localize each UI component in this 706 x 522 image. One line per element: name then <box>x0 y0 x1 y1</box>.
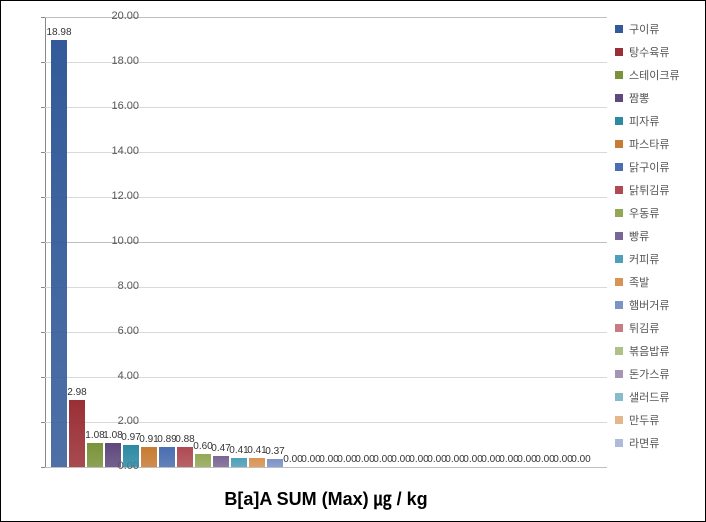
legend-item: 햄버거류 <box>615 293 695 316</box>
legend-item: 짬뽕 <box>615 86 695 109</box>
legend-marker <box>615 393 623 401</box>
bar-value-label: 18.98 <box>45 27 73 38</box>
legend-item: 피자류 <box>615 109 695 132</box>
legend-label: 우동류 <box>629 205 659 221</box>
legend-item: 족발 <box>615 270 695 293</box>
legend-item: 샐러드류 <box>615 385 695 408</box>
bar <box>123 445 139 467</box>
legend-item: 우동류 <box>615 201 695 224</box>
legend-item: 돈가스류 <box>615 362 695 385</box>
legend-marker <box>615 140 623 148</box>
legend-label: 구이류 <box>629 21 659 37</box>
legend-label: 만두류 <box>629 412 659 428</box>
legend-label: 짬뽕 <box>629 90 649 106</box>
legend-marker <box>615 117 623 125</box>
bar <box>159 447 175 467</box>
legend-item: 빵류 <box>615 224 695 247</box>
legend-marker <box>615 255 623 263</box>
bar-value-label: 2.98 <box>63 387 91 398</box>
legend-marker <box>615 347 623 355</box>
legend-item: 파스타류 <box>615 132 695 155</box>
legend-label: 닭구이류 <box>629 159 669 175</box>
bar <box>141 447 157 467</box>
legend-marker <box>615 278 623 286</box>
legend-marker <box>615 301 623 309</box>
legend: 구이류탕수육류스테이크류짬뽕피자류파스타류닭구이류닭튀김류우동류빵류커피류족발햄… <box>615 17 695 454</box>
legend-item: 볶음밥류 <box>615 339 695 362</box>
bar <box>213 456 229 467</box>
legend-item: 만두류 <box>615 408 695 431</box>
legend-label: 피자류 <box>629 113 659 129</box>
legend-item: 닭튀김류 <box>615 178 695 201</box>
legend-label: 햄버거류 <box>629 297 669 313</box>
legend-label: 닭튀김류 <box>629 182 669 198</box>
legend-marker <box>615 71 623 79</box>
bars-container: 18.982.981.081.080.970.910.890.880.600.4… <box>45 17 607 467</box>
legend-label: 볶음밥류 <box>629 343 669 359</box>
legend-marker <box>615 163 623 171</box>
bar <box>105 443 121 467</box>
y-tick <box>41 467 45 468</box>
legend-label: 빵류 <box>629 228 649 244</box>
legend-label: 탕수육류 <box>629 44 669 60</box>
legend-marker <box>615 439 623 447</box>
legend-label: 돈가스류 <box>629 366 669 382</box>
legend-marker <box>615 186 623 194</box>
legend-label: 족발 <box>629 274 649 290</box>
legend-marker <box>615 370 623 378</box>
legend-item: 탕수육류 <box>615 40 695 63</box>
legend-label: 라면류 <box>629 435 659 451</box>
legend-marker <box>615 416 623 424</box>
bar <box>231 458 247 467</box>
legend-label: 스테이크류 <box>629 67 680 83</box>
legend-marker <box>615 209 623 217</box>
bar-value-label: 0.00 <box>567 454 595 465</box>
chart-frame: 0.002.004.006.008.0010.0012.0014.0016.00… <box>0 0 706 522</box>
legend-item: 구이류 <box>615 17 695 40</box>
legend-marker <box>615 232 623 240</box>
legend-item: 라면류 <box>615 431 695 454</box>
bar <box>87 443 103 467</box>
bar <box>51 40 67 467</box>
legend-label: 커피류 <box>629 251 659 267</box>
x-axis-title: B[a]A SUM (Max) ㎍ / kg <box>45 485 607 511</box>
legend-marker <box>615 324 623 332</box>
legend-marker <box>615 25 623 33</box>
bar <box>249 458 265 467</box>
legend-label: 파스타류 <box>629 136 669 152</box>
legend-item: 튀김류 <box>615 316 695 339</box>
legend-label: 튀김류 <box>629 320 659 336</box>
legend-marker <box>615 48 623 56</box>
bar <box>195 454 211 468</box>
legend-marker <box>615 94 623 102</box>
legend-item: 닭구이류 <box>615 155 695 178</box>
legend-item: 커피류 <box>615 247 695 270</box>
legend-item: 스테이크류 <box>615 63 695 86</box>
legend-label: 샐러드류 <box>629 389 669 405</box>
